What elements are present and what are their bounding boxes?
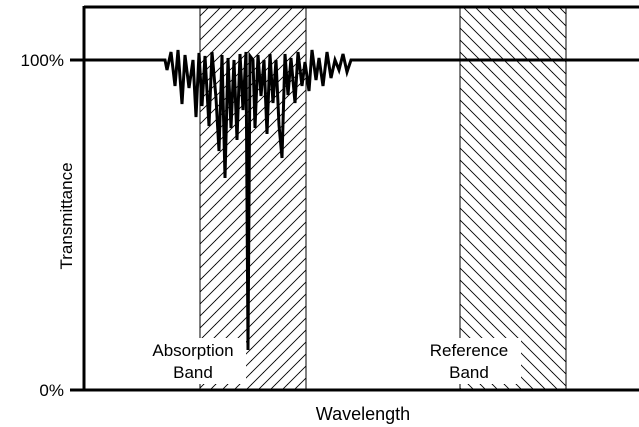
reference-band-label-line2: Band <box>449 363 489 382</box>
y-tick-label-100: 100% <box>21 51 64 70</box>
reference-band-region <box>459 6 567 391</box>
y-tick-label-0: 0% <box>39 381 64 400</box>
x-axis-label: Wavelength <box>316 404 410 424</box>
transmittance-curve <box>84 49 639 351</box>
absorption-label-backing <box>140 338 246 384</box>
reference-label-backing <box>417 338 521 384</box>
y-axis-label: Transmittance <box>57 162 76 269</box>
absorption-band-label-line1: Absorption <box>152 341 233 360</box>
absorption-band-label-line2: Band <box>173 363 213 382</box>
reference-band-label-line1: Reference <box>430 341 508 360</box>
